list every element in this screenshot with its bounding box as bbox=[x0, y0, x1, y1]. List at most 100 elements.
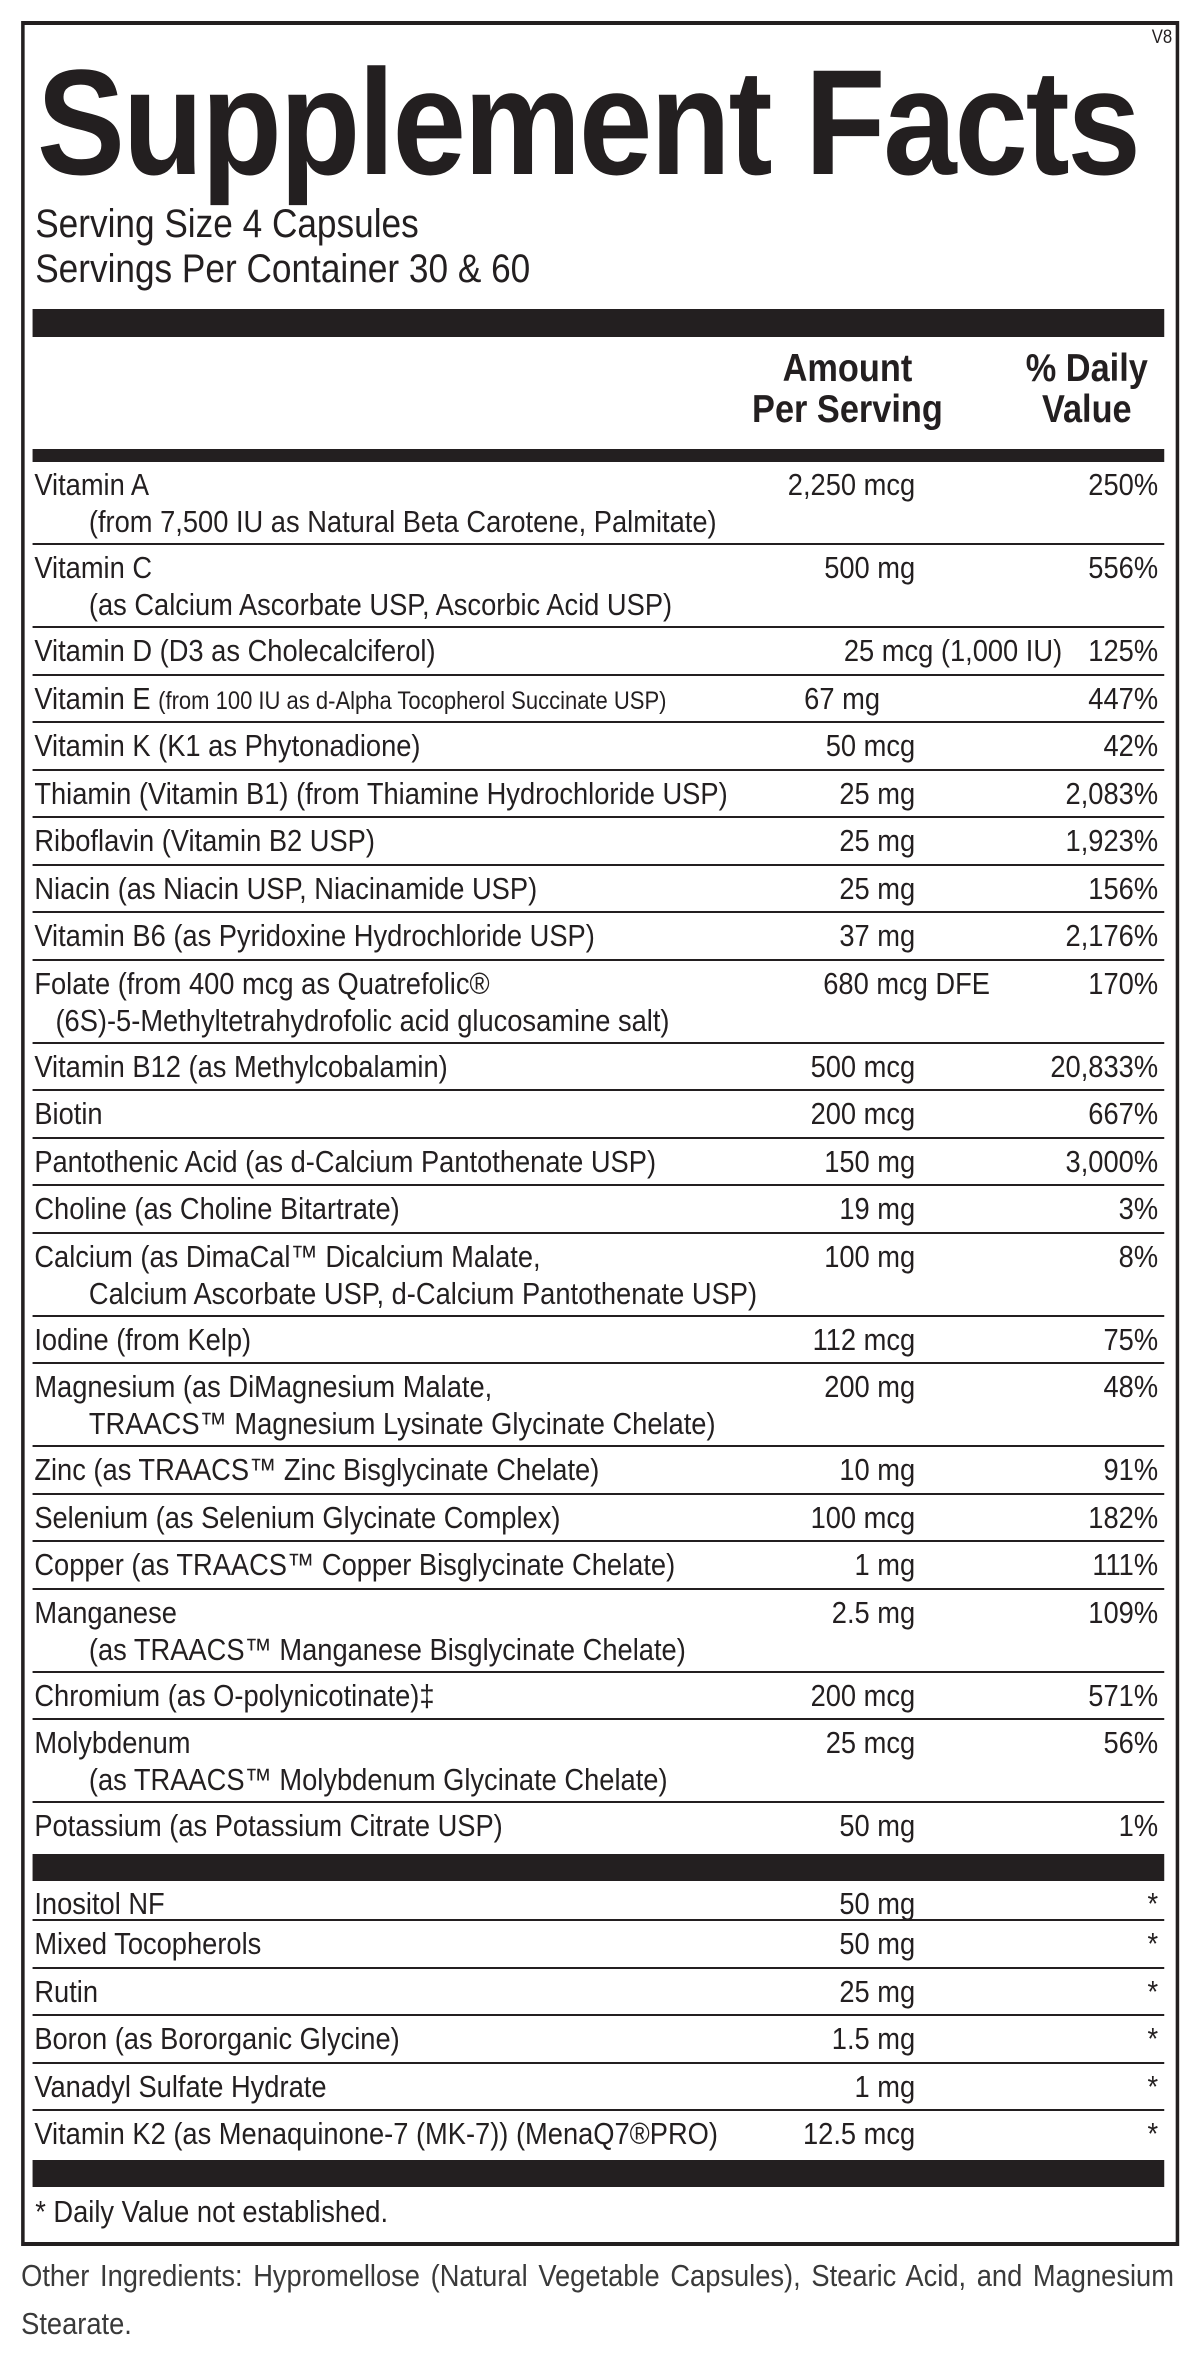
daily-value: 8% bbox=[1118, 1238, 1159, 1274]
daily-value: * bbox=[1147, 1926, 1159, 1961]
table-row: Vanadyl Sulfate Hydrate 1 mg * bbox=[32, 2064, 1165, 2111]
nutrient-name-text: Inositol NF bbox=[34, 1886, 165, 1921]
daily-value: 667% bbox=[1088, 1096, 1159, 1131]
nutrient-name-text: Magnesium (as DiMagnesium Malate, bbox=[34, 1369, 493, 1404]
thick-divider bbox=[32, 309, 1165, 337]
nutrient-name-text: Manganese bbox=[34, 1594, 177, 1630]
nutrient-name-text: Zinc (as TRAACS™ Zinc Bisglycinate Chela… bbox=[34, 1452, 600, 1487]
amount-per-serving: 100 mcg bbox=[810, 1499, 916, 1535]
nutrient-name-text: Vitamin E bbox=[34, 680, 151, 716]
amount-per-serving: 37 mg bbox=[839, 918, 916, 953]
daily-value: * bbox=[1147, 1886, 1159, 1921]
amount-header: Amount Per Serving bbox=[737, 348, 957, 430]
table-row: Copper (as TRAACS™ Copper Bisglycinate C… bbox=[32, 1542, 1165, 1590]
table-row: Mixed Tocopherols 50 mg * bbox=[32, 1921, 1165, 1969]
daily-value: 56% bbox=[1103, 1725, 1159, 1760]
amount-per-serving: 10 mg bbox=[839, 1452, 916, 1487]
table-row: Vitamin E (from 100 IU as d-Alpha Tocoph… bbox=[32, 676, 1165, 723]
table-row: Iodine (from Kelp) 112 mcg 75% bbox=[32, 1317, 1165, 1364]
table-row: Boron (as Bororganic Glycine) 1.5 mg * bbox=[32, 2016, 1165, 2064]
daily-value: 48% bbox=[1103, 1369, 1159, 1404]
daily-value: 42% bbox=[1103, 728, 1159, 763]
nutrient-name: Vitamin D (D3 as Cholecalciferol) bbox=[33, 632, 1165, 669]
nutrient-source: (from 7,500 IU as Natural Beta Carotene,… bbox=[88, 504, 717, 539]
nutrient-name-text: Choline (as Choline Bitartrate) bbox=[34, 1191, 400, 1226]
amount-per-serving: 12.5 mcg bbox=[802, 2116, 916, 2151]
daily-value: 91% bbox=[1103, 1452, 1159, 1487]
nutrient-name-text: Thiamin (Vitamin B1) (from Thiamine Hydr… bbox=[34, 775, 728, 811]
table-row: Zinc (as TRAACS™ Zinc Bisglycinate Chela… bbox=[32, 1447, 1165, 1495]
table-row: Pantothenic Acid (as d-Calcium Pantothen… bbox=[32, 1139, 1165, 1186]
amount-header-line1: Amount bbox=[782, 347, 913, 390]
amount-per-serving: 25 mg bbox=[839, 775, 916, 811]
daily-value: 3% bbox=[1118, 1191, 1159, 1226]
table-row: Folate (from 400 mcg as Quatrefolic® (6S)… bbox=[32, 961, 1165, 1044]
nutrient-name-text: Riboflavin (Vitamin B2 USP) bbox=[34, 823, 375, 858]
daily-value: 75% bbox=[1103, 1321, 1159, 1357]
nutrient-name-text: Molybdenum bbox=[34, 1725, 191, 1760]
daily-value: 111% bbox=[1092, 1547, 1159, 1582]
daily-value: 125% bbox=[1088, 633, 1159, 668]
serving-info: Serving Size 4 Capsules Servings Per Con… bbox=[35, 202, 530, 292]
nutrient-source: (as TRAACS™ Molybdenum Glycinate Chelate… bbox=[88, 1762, 668, 1797]
table-row: Niacin (as Niacin USP, Niacinamide USP) 2… bbox=[32, 866, 1165, 913]
table-row: Choline (as Choline Bitartrate) 19 mg 3% bbox=[32, 1186, 1165, 1234]
daily-value: 109% bbox=[1088, 1594, 1159, 1630]
daily-value: * bbox=[1147, 1973, 1159, 2009]
table-row: Riboflavin (Vitamin B2 USP) 25 mg 1,923% bbox=[32, 818, 1165, 866]
daily-value: * bbox=[1147, 2068, 1159, 2104]
nutrient-name-text: Vitamin C bbox=[34, 550, 153, 585]
amount-per-serving: 112 mcg bbox=[812, 1321, 916, 1357]
nutrient-name: Inositol NF bbox=[33, 1885, 1165, 1922]
amount-per-serving: 50 mg bbox=[839, 1886, 916, 1921]
daily-value: 3,000% bbox=[1065, 1143, 1159, 1179]
nutrient-name: Vitamin A bbox=[33, 466, 1165, 503]
nutrient-name: Copper (as TRAACS™ Copper Bisglycinate C… bbox=[33, 1546, 1165, 1583]
amount-per-serving: 25 mg bbox=[839, 1973, 916, 2009]
table-row: Vitamin K2 (as Menaquinone-7 (MK-7)) (Me… bbox=[33, 2111, 1165, 2159]
table-row: Vitamin D (D3 as Cholecalciferol) 25 mcg … bbox=[32, 628, 1165, 676]
nutrient-name-text: Copper (as TRAACS™ Copper Bisglycinate C… bbox=[34, 1547, 676, 1582]
nutrient-name: Vitamin E (from 100 IU as d-Alpha Tocoph… bbox=[33, 680, 1165, 720]
nutrient-name: Pantothenic Acid (as d-Calcium Pantothen… bbox=[33, 1143, 1165, 1180]
nutrient-name-text: Biotin bbox=[34, 1096, 103, 1131]
table-row: Calcium (as DimaCal™ Dicalcium Malate, Ca… bbox=[32, 1234, 1165, 1317]
daily-value: * bbox=[1147, 2021, 1159, 2056]
nutrient-source: (6S)-5-Methyltetrahydrofolic acid glucos… bbox=[55, 1002, 670, 1038]
amount-per-serving: 25 mg bbox=[839, 823, 916, 858]
nutrient-name: Vitamin K (K1 as Phytonadione) bbox=[33, 727, 1165, 764]
version-code: V8 bbox=[1151, 27, 1173, 48]
nutrient-name-text: Mixed Tocopherols bbox=[34, 1926, 262, 1961]
amount-per-serving: 1.5 mg bbox=[831, 2021, 916, 2056]
nutrient-name-text: Selenium (as Selenium Glycinate Complex) bbox=[34, 1499, 561, 1535]
nutrient-source: (from 100 IU as d-Alpha Tocopherol Succi… bbox=[158, 686, 667, 715]
amount-per-serving: 500 mg bbox=[824, 550, 916, 585]
table-row: Magnesium (as DiMagnesium Malate, TRAACS™… bbox=[32, 1364, 1165, 1447]
nutrient-name: Vitamin K2 (as Menaquinone-7 (MK-7)) (Me… bbox=[33, 2115, 1165, 2152]
daily-value: 156% bbox=[1088, 870, 1159, 906]
nutrient-name: Riboflavin (Vitamin B2 USP) bbox=[33, 822, 1165, 859]
nutrient-name: Niacin (as Niacin USP, Niacinamide USP) bbox=[33, 870, 1165, 907]
daily-value: 182% bbox=[1088, 1499, 1159, 1535]
nutrient-name-text: Vitamin K (K1 as Phytonadione) bbox=[34, 728, 421, 763]
nutrient-name: Biotin bbox=[33, 1095, 1165, 1132]
other-nutrient-table: Inositol NF 50 mg * Mixed Tocopherols 50 mg *… bbox=[32, 1881, 1165, 2159]
daily-value: 1,923% bbox=[1065, 823, 1159, 858]
amount-per-serving: 200 mcg bbox=[810, 1096, 916, 1131]
nutrient-name: Vitamin B12 (as Methylcobalamin) bbox=[33, 1048, 1165, 1085]
amount-per-serving: 25 mcg bbox=[825, 1725, 916, 1760]
nutrient-name-text: Pantothenic Acid (as d-Calcium Pantothen… bbox=[34, 1143, 657, 1179]
table-row: Biotin 200 mcg 667% bbox=[32, 1091, 1165, 1139]
nutrient-name-text: Vanadyl Sulfate Hydrate bbox=[34, 2068, 327, 2104]
amount-per-serving: 2,250 mcg bbox=[787, 467, 916, 502]
nutrient-name: Manganese bbox=[33, 1594, 1165, 1631]
nutrient-name: Molybdenum bbox=[33, 1724, 1165, 1761]
nutrient-name: Folate (from 400 mcg as Quatrefolic® bbox=[33, 965, 1165, 1002]
amount-per-serving: 50 mg bbox=[839, 1808, 916, 1843]
table-row: Chromium (as O-polynicotinate)‡ 200 mcg 57… bbox=[32, 1673, 1165, 1720]
nutrient-name: Chromium (as O-polynicotinate)‡ bbox=[33, 1677, 1165, 1714]
nutrient-name: Selenium (as Selenium Glycinate Complex) bbox=[33, 1499, 1165, 1536]
table-row: Selenium (as Selenium Glycinate Complex)… bbox=[32, 1495, 1165, 1542]
amount-per-serving: 25 mg bbox=[839, 870, 916, 906]
